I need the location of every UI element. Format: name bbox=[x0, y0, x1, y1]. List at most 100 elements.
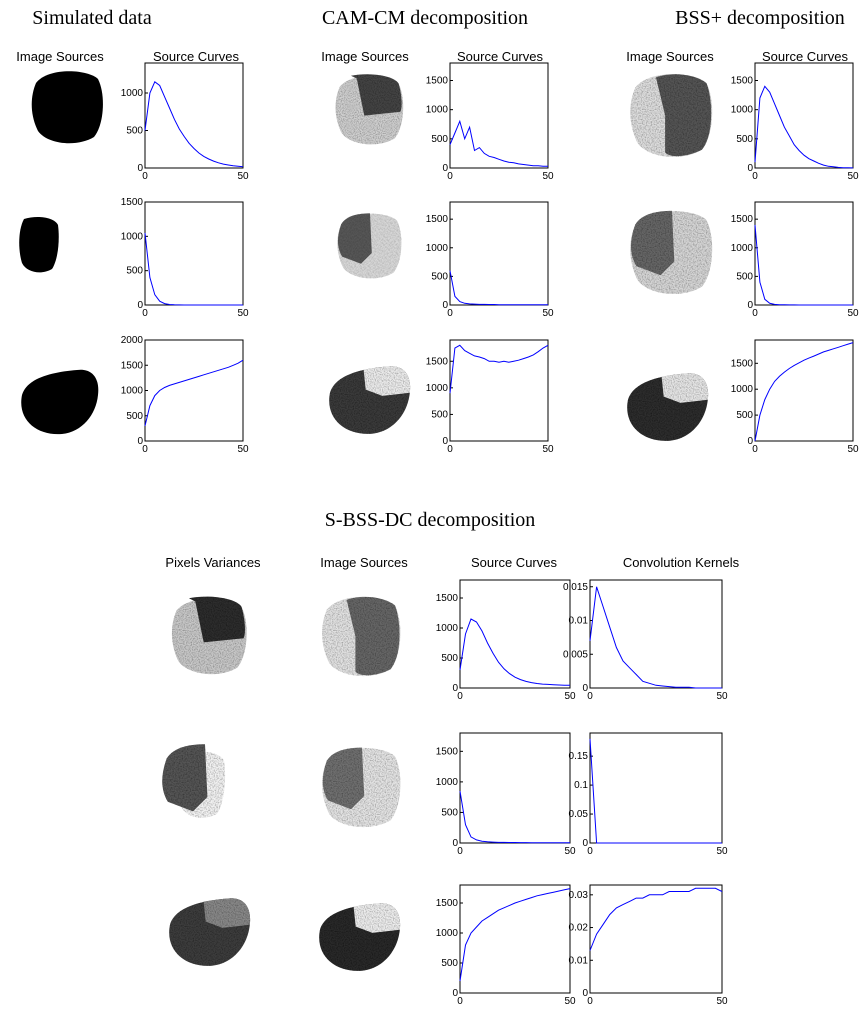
y-tick-label: 0.015 bbox=[563, 582, 588, 593]
blob-region bbox=[655, 74, 712, 157]
y-tick-label: 500 bbox=[431, 271, 448, 282]
blob-region bbox=[363, 366, 411, 396]
curve bbox=[449, 270, 548, 306]
y-tick-label: 1500 bbox=[436, 746, 459, 757]
column-header: Convolution Kernels bbox=[623, 555, 740, 570]
x-tick-label: 50 bbox=[847, 444, 859, 455]
y-tick-label: 0 bbox=[137, 300, 143, 311]
image-source bbox=[162, 744, 226, 818]
x-tick-label: 0 bbox=[457, 691, 463, 702]
y-tick-label: 0.01 bbox=[569, 955, 589, 966]
x-tick-label: 50 bbox=[716, 846, 728, 857]
y-tick-label: 1000 bbox=[426, 383, 449, 394]
y-tick-label: 500 bbox=[431, 134, 448, 145]
image-source bbox=[630, 74, 713, 157]
y-tick-label: 500 bbox=[441, 653, 458, 664]
y-tick-label: 1500 bbox=[731, 214, 754, 225]
y-tick-label: 1000 bbox=[121, 386, 144, 397]
curve bbox=[754, 342, 854, 442]
y-tick-label: 0 bbox=[747, 436, 753, 447]
y-tick-label: 500 bbox=[736, 271, 753, 282]
x-tick-label: 0 bbox=[752, 308, 758, 319]
plot-frame bbox=[459, 732, 571, 844]
curve bbox=[459, 618, 570, 686]
y-tick-label: 500 bbox=[431, 409, 448, 420]
y-tick-label: 1000 bbox=[436, 623, 459, 634]
y-tick-label: 0 bbox=[137, 163, 143, 174]
curve bbox=[144, 359, 244, 427]
column-header: Source Curves bbox=[153, 49, 239, 64]
x-tick-label: 0 bbox=[447, 171, 453, 182]
y-tick-label: 1500 bbox=[426, 214, 449, 225]
curve bbox=[459, 888, 571, 982]
y-tick-label: 500 bbox=[126, 266, 143, 277]
y-tick-label: 0.005 bbox=[563, 649, 588, 660]
blob-region bbox=[203, 898, 251, 928]
y-tick-label: 0 bbox=[442, 300, 448, 311]
blob bbox=[19, 217, 59, 273]
column-header: Source Curves bbox=[457, 49, 543, 64]
column-header: Image Sources bbox=[320, 555, 408, 570]
curve bbox=[754, 224, 853, 306]
image-source bbox=[169, 898, 251, 966]
blob-region bbox=[631, 210, 675, 276]
y-tick-label: 2000 bbox=[121, 335, 144, 346]
blob-region bbox=[322, 747, 365, 810]
y-tick-label: 1000 bbox=[731, 243, 754, 254]
y-tick-label: 500 bbox=[126, 126, 143, 137]
plot-frame bbox=[754, 62, 854, 169]
blob-region bbox=[189, 596, 245, 643]
y-tick-label: 1000 bbox=[436, 928, 459, 939]
plot-frame bbox=[589, 579, 723, 689]
y-tick-label: 1500 bbox=[731, 358, 754, 369]
x-tick-label: 50 bbox=[542, 308, 554, 319]
y-tick-label: 500 bbox=[126, 411, 143, 422]
group-title: CAM-CM decomposition bbox=[322, 7, 528, 29]
plot-frame bbox=[459, 579, 571, 689]
curve bbox=[459, 791, 570, 844]
y-tick-label: 1500 bbox=[436, 898, 459, 909]
x-tick-label: 0 bbox=[587, 691, 593, 702]
image-source bbox=[319, 903, 401, 971]
x-tick-label: 50 bbox=[564, 846, 576, 857]
curve bbox=[589, 738, 722, 844]
image-source bbox=[627, 373, 709, 441]
group-title: BSS+ decomposition bbox=[675, 7, 845, 29]
blob bbox=[21, 369, 99, 435]
image-source bbox=[322, 596, 401, 677]
x-tick-label: 0 bbox=[447, 444, 453, 455]
column-header: Image Sources bbox=[321, 49, 409, 64]
plot-frame bbox=[754, 339, 854, 442]
x-tick-label: 50 bbox=[564, 996, 576, 1007]
y-tick-label: 0.01 bbox=[569, 616, 589, 627]
y-tick-label: 1500 bbox=[121, 197, 144, 208]
y-tick-label: 0 bbox=[582, 683, 588, 694]
column-header: Pixels Variances bbox=[165, 555, 261, 570]
x-tick-label: 0 bbox=[752, 171, 758, 182]
blob-region bbox=[661, 373, 709, 403]
x-tick-label: 0 bbox=[752, 444, 758, 455]
image-source bbox=[335, 74, 404, 145]
y-tick-label: 0 bbox=[582, 838, 588, 849]
y-tick-label: 1000 bbox=[436, 777, 459, 788]
column-header: Source Curves bbox=[471, 555, 557, 570]
x-tick-label: 0 bbox=[142, 444, 148, 455]
plot-frame bbox=[144, 339, 244, 442]
image-source bbox=[337, 213, 402, 279]
y-tick-label: 500 bbox=[736, 410, 753, 421]
y-tick-label: 0 bbox=[747, 300, 753, 311]
plot-frame bbox=[144, 62, 244, 169]
x-tick-label: 50 bbox=[542, 444, 554, 455]
x-tick-label: 0 bbox=[457, 996, 463, 1007]
y-tick-label: 0.1 bbox=[574, 780, 588, 791]
image-source bbox=[171, 596, 247, 675]
plot-frame bbox=[589, 884, 723, 994]
column-header: Source Curves bbox=[762, 49, 848, 64]
plot-frame bbox=[144, 201, 244, 306]
y-tick-label: 0 bbox=[452, 988, 458, 999]
y-tick-label: 0 bbox=[442, 163, 448, 174]
plot-frame bbox=[449, 62, 549, 169]
y-tick-label: 1000 bbox=[426, 243, 449, 254]
y-tick-label: 1000 bbox=[121, 88, 144, 99]
y-tick-label: 1500 bbox=[426, 76, 449, 87]
